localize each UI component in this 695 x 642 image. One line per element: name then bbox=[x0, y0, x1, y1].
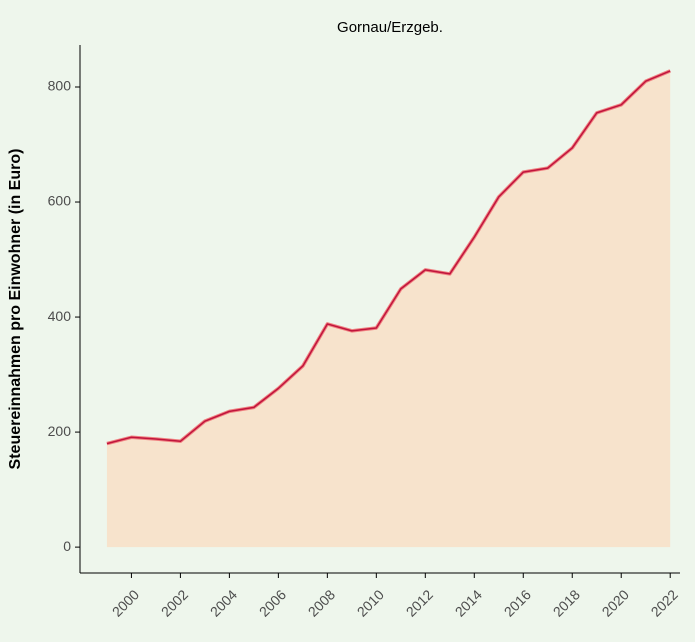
x-tick-label: 2016 bbox=[501, 586, 534, 619]
x-tick-label: 2002 bbox=[158, 586, 191, 619]
x-tick-label: 2014 bbox=[452, 586, 485, 619]
x-tick-label: 2012 bbox=[403, 586, 436, 619]
y-tick-label: 400 bbox=[48, 308, 72, 324]
line bbox=[106, 70, 671, 445]
x-tick-label: 2018 bbox=[550, 586, 583, 619]
y-tick-label: 0 bbox=[63, 538, 71, 554]
y-tick-label: 600 bbox=[48, 193, 72, 209]
x-tick-label: 2006 bbox=[256, 586, 289, 619]
x-tick-label: 2020 bbox=[599, 586, 632, 619]
x-tick-label: 2004 bbox=[207, 586, 240, 619]
x-tick-label: 2000 bbox=[109, 586, 142, 619]
x-tick-label: 2008 bbox=[305, 586, 338, 619]
chart-title: Gornau/Erzgeb. bbox=[337, 19, 443, 36]
x-tick-label: 2022 bbox=[648, 586, 681, 619]
y-tick-label: 200 bbox=[48, 423, 72, 439]
y-axis-label: Steuereinnahmen pro Einwohner (in Euro) bbox=[7, 149, 24, 470]
y-tick-label: 800 bbox=[48, 78, 72, 94]
x-tick-label: 2010 bbox=[354, 586, 387, 619]
